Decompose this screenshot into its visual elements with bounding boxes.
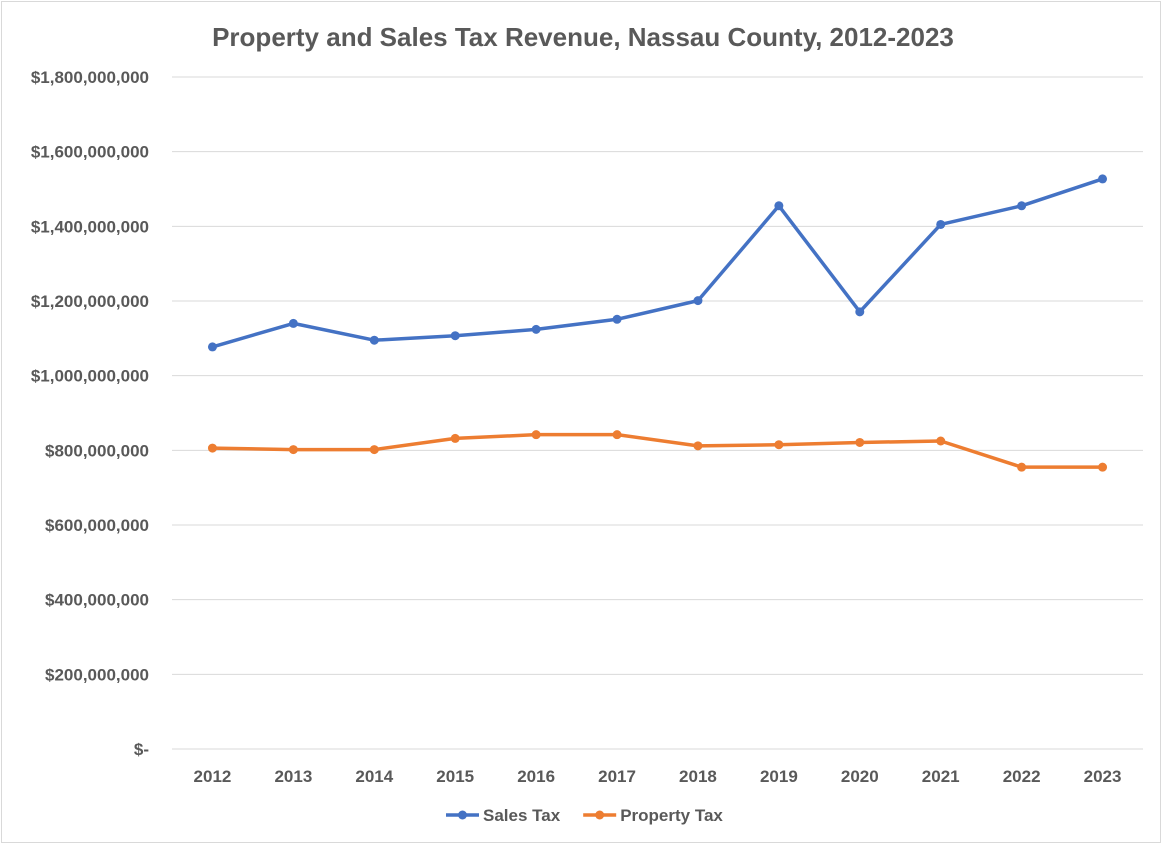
property-tax-point (288, 445, 298, 455)
sales-tax-point (1017, 201, 1027, 211)
property-tax-point (369, 445, 379, 455)
x-tick-label: 2013 (274, 767, 312, 786)
y-tick-label: $- (134, 740, 149, 759)
series-lines (207, 174, 1108, 472)
x-axis-tick-labels: 2012 2013 2014 2015 2016 2017 2018 2019 2020 2021… (194, 767, 1122, 786)
y-tick-label: $1,400,000,000 (31, 217, 149, 236)
property-tax-point (855, 437, 865, 447)
series-property-tax (207, 430, 1108, 472)
x-tick-label: 2014 (355, 767, 393, 786)
sales-tax-point (1098, 174, 1108, 184)
legend-label-property-tax: Property Tax (620, 806, 723, 825)
y-tick-label: $200,000,000 (45, 665, 149, 684)
property-tax-point (693, 441, 703, 451)
x-tick-label: 2020 (841, 767, 879, 786)
property-tax-point (774, 440, 784, 450)
y-tick-label: $1,000,000,000 (31, 367, 149, 386)
sales-tax-point (774, 201, 784, 211)
x-tick-label: 2016 (517, 767, 555, 786)
property-tax-point (207, 443, 217, 453)
y-tick-label: $400,000,000 (45, 591, 149, 610)
legend: Sales Tax Property Tax (446, 806, 723, 825)
x-tick-label: 2021 (922, 767, 960, 786)
property-tax-point (1017, 462, 1027, 472)
legend-item-sales-tax: Sales Tax (446, 806, 561, 825)
y-tick-label: $1,200,000,000 (31, 292, 149, 311)
x-tick-label: 2015 (436, 767, 474, 786)
sales-tax-line (210, 177, 1105, 349)
legend-item-property-tax: Property Tax (583, 806, 723, 825)
sales-tax-point (612, 314, 622, 324)
property-tax-point (1098, 462, 1108, 472)
sales-tax-point (288, 318, 298, 328)
x-tick-label: 2022 (1003, 767, 1041, 786)
sales-tax-point (531, 324, 541, 334)
gridlines (172, 76, 1143, 750)
property-tax-point (450, 433, 460, 443)
sales-tax-point (855, 307, 865, 317)
sales-tax-point (693, 296, 703, 306)
sales-tax-point (450, 331, 460, 341)
property-tax-point (936, 436, 946, 446)
series-sales-tax (207, 174, 1108, 352)
x-tick-label: 2017 (598, 767, 636, 786)
legend-marker-property-tax (595, 810, 605, 820)
property-tax-line (210, 432, 1105, 469)
sales-tax-point (369, 335, 379, 345)
sales-tax-point (936, 219, 946, 229)
property-tax-point (612, 430, 622, 440)
legend-label-sales-tax: Sales Tax (483, 806, 561, 825)
sales-tax-point (207, 342, 217, 352)
property-tax-point (531, 430, 541, 440)
y-tick-label: $600,000,000 (45, 516, 149, 535)
x-tick-label: 2023 (1084, 767, 1122, 786)
x-tick-label: 2018 (679, 767, 717, 786)
y-tick-label: $1,800,000,000 (31, 68, 149, 87)
y-tick-label: $1,600,000,000 (31, 143, 149, 162)
y-tick-label: $800,000,000 (45, 441, 149, 460)
chart-title: Property and Sales Tax Revenue, Nassau C… (212, 22, 954, 52)
y-axis-tick-labels: $- $200,000,000 $400,000,000 $600,000,000 $8… (31, 68, 149, 759)
legend-marker-sales-tax (458, 810, 467, 820)
x-tick-label: 2019 (760, 767, 798, 786)
x-tick-label: 2012 (194, 767, 232, 786)
